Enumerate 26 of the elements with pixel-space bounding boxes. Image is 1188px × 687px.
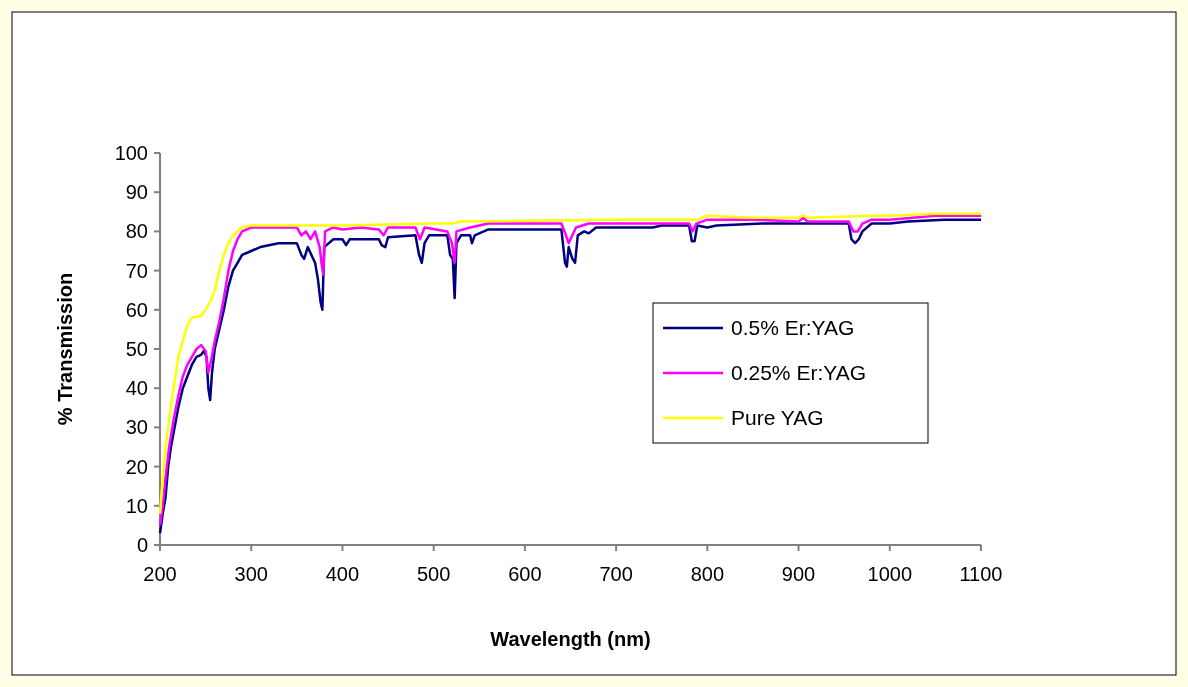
y-axis-title: % Transmission xyxy=(54,272,76,426)
legend-label: 0.25% Er:YAG xyxy=(731,361,867,385)
y-tick-label: 0 xyxy=(136,534,148,556)
y-tick-label: 100 xyxy=(114,142,148,164)
x-tick-label: 900 xyxy=(781,563,816,585)
y-tick-label: 50 xyxy=(125,338,148,360)
x-tick-label: 400 xyxy=(325,563,360,585)
legend-label: Pure YAG xyxy=(731,406,824,430)
y-tick-label: 80 xyxy=(125,220,148,243)
y-tick-label: 70 xyxy=(125,259,148,282)
x-tick-label: 1000 xyxy=(867,563,913,585)
y-tick-label: 30 xyxy=(125,416,148,439)
x-tick-label: 800 xyxy=(690,563,725,585)
y-tick-label: 90 xyxy=(125,181,148,204)
y-tick-label: 10 xyxy=(125,494,148,517)
y-tick-label: 60 xyxy=(125,298,148,321)
x-tick-label: 200 xyxy=(143,563,177,585)
x-tick-label: 1100 xyxy=(959,563,1003,585)
x-tick-label: 300 xyxy=(234,563,268,585)
x-tick-label: 600 xyxy=(508,563,542,585)
legend-label: 0.5% Er:YAG xyxy=(731,316,855,340)
x-tick-label: 500 xyxy=(416,563,451,585)
x-tick-label: 700 xyxy=(599,563,633,585)
y-tick-label: 40 xyxy=(125,377,148,400)
y-tick-label: 20 xyxy=(125,455,148,478)
x-axis-title: Wavelength (nm) xyxy=(490,628,651,650)
